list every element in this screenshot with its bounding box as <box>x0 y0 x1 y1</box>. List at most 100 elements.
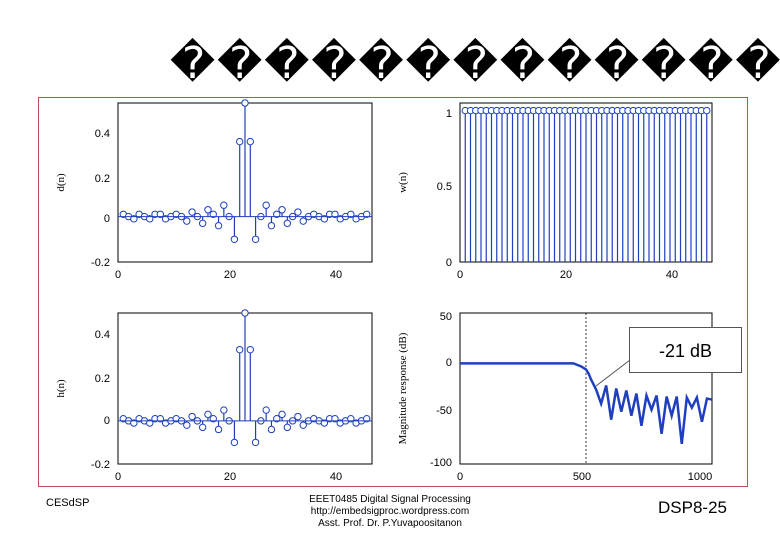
stem-marker <box>262 201 270 209</box>
stem-marker <box>283 219 292 228</box>
x-tick-label: 0 <box>457 471 463 483</box>
footer-author: Asst. Prof. Dr. P.Yuvapoositanon <box>318 518 462 529</box>
stem-marker <box>130 215 138 223</box>
stem-marker <box>347 415 355 423</box>
stem-marker <box>283 423 292 432</box>
y-tick-label: -100 <box>430 457 452 469</box>
stem-marker <box>236 345 244 354</box>
plot-hn: 0 20 40 0.4 0.2 0 -0.2 h(n) <box>55 309 373 483</box>
stem-marker <box>347 210 355 219</box>
y-tick-label: 1 <box>446 108 452 120</box>
stem-marker <box>267 425 276 434</box>
stem-marker <box>703 106 711 115</box>
x-tick-label: 500 <box>573 471 591 483</box>
annotation-pointer <box>595 359 631 387</box>
stem-marker <box>331 210 339 219</box>
y-tick-label: 0.2 <box>95 373 110 385</box>
stem-marker <box>320 215 329 223</box>
stem-marker <box>262 406 270 414</box>
stem-marker <box>278 410 286 419</box>
x-tick-label: 40 <box>330 269 342 281</box>
slide-number: DSP8-25 <box>658 498 727 517</box>
x-tick-label: 0 <box>115 269 121 281</box>
stem-marker <box>299 217 307 225</box>
x-tick-label: 40 <box>666 269 678 281</box>
stem-marker <box>156 210 165 219</box>
plot-wn: 0 20 40 1 0.5 0 w(n) <box>397 102 713 281</box>
stem-marker <box>183 217 191 225</box>
stem-marker <box>220 406 228 414</box>
stem-marker <box>230 235 239 243</box>
footer-left: CESdSP <box>46 497 90 509</box>
plot-dn: 0 20 40 0.4 0.2 0 -0.2 d(n) <box>55 99 373 281</box>
stem-marker <box>204 410 212 419</box>
x-tick-label: 0 <box>115 471 121 483</box>
stem-marker <box>299 421 307 429</box>
stem-marker <box>236 137 244 146</box>
y-axis-label: Magnitude response (dB) <box>397 332 409 444</box>
stem-marker <box>363 210 371 219</box>
x-tick-label: 20 <box>224 471 236 483</box>
stem-marker <box>209 210 217 219</box>
stem-marker <box>214 425 223 434</box>
x-tick-label: 0 <box>457 269 463 281</box>
stem-marker <box>294 412 302 421</box>
stem-marker <box>146 419 154 427</box>
annotation-label: -21 dB <box>629 327 742 373</box>
stem-marker <box>198 219 207 228</box>
stem-marker <box>220 201 228 209</box>
y-tick-label: 0.2 <box>95 173 110 185</box>
stem-marker <box>146 215 154 223</box>
y-tick-label: -0.2 <box>91 459 110 471</box>
y-tick-label: 0.4 <box>95 329 110 341</box>
stem-marker <box>273 210 281 219</box>
stem-marker <box>241 309 249 317</box>
stem-marker <box>267 221 276 230</box>
stem-marker <box>198 423 207 432</box>
y-tick-label: 50 <box>440 311 452 323</box>
stem-marker <box>183 421 191 429</box>
y-tick-label: -0.2 <box>91 257 110 269</box>
y-axis-label: w(n) <box>397 172 409 193</box>
stem-marker <box>246 137 254 146</box>
slide-title: ����������������� <box>170 38 780 88</box>
stem-marker <box>251 438 260 447</box>
stem-marker <box>188 412 196 421</box>
stem-marker <box>209 415 217 423</box>
stem-marker <box>230 438 239 447</box>
y-tick-label: -50 <box>436 405 452 417</box>
stem-marker <box>294 208 302 216</box>
stem-marker <box>214 221 223 230</box>
footer-url: http://embedsigproc.wordpress.com <box>310 506 470 517</box>
stem-marker <box>130 419 138 427</box>
x-tick-label: 1000 <box>688 471 712 483</box>
stem-marker <box>278 206 286 214</box>
x-tick-label: 20 <box>224 269 236 281</box>
stem-marker <box>241 99 249 107</box>
stem-marker <box>251 235 260 243</box>
y-tick-label: 0 <box>104 213 110 225</box>
y-axis-label: d(n) <box>55 173 67 192</box>
x-tick-label: 40 <box>330 471 342 483</box>
stem-marker <box>246 345 254 354</box>
stem-marker <box>320 419 329 427</box>
stem-marker <box>273 415 281 423</box>
stem-marker <box>156 415 165 423</box>
y-tick-label: 0.4 <box>95 128 110 140</box>
response-line <box>460 362 713 445</box>
x-tick-label: 20 <box>560 269 572 281</box>
footer-course: EEET0485 Digital Signal Processing <box>309 494 471 505</box>
y-tick-label: 0 <box>104 415 110 427</box>
footer-center: EEET0485 Digital Signal Processing http:… <box>290 494 490 530</box>
figure-frame <box>38 97 748 487</box>
stem-marker <box>188 208 196 216</box>
y-axis-label: h(n) <box>55 379 67 398</box>
stem-marker <box>331 415 339 423</box>
y-tick-label: 0 <box>446 257 452 269</box>
stem-marker <box>363 415 371 423</box>
y-tick-label: 0.5 <box>437 181 452 193</box>
stem-marker <box>204 206 212 214</box>
y-tick-label: 0 <box>446 357 452 369</box>
